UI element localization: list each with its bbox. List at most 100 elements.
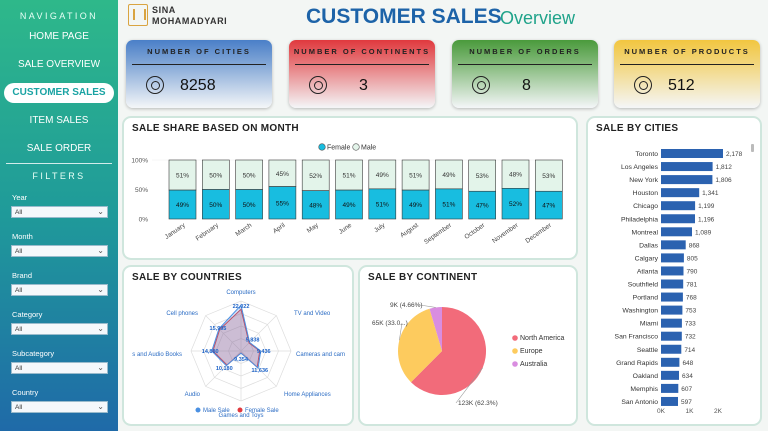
radar-axis-label: s and Audio Books: [132, 352, 182, 358]
kpi-card-2: NUMBER OF ORDERS 8: [452, 40, 598, 108]
legend-marker: [512, 335, 518, 341]
city-bar-toronto: [661, 149, 723, 158]
kpi-divider: [458, 64, 592, 65]
page-subtitle: Overview: [500, 8, 576, 28]
city-label: Grand Rapids: [616, 360, 659, 367]
filter-select-category[interactable]: All ⌄: [11, 323, 108, 335]
city-label: Chicago: [633, 203, 658, 210]
cities-chart: Toronto 2,178 Los Angeles 1,812 New York 1,80…: [615, 144, 754, 415]
globe-icon: [634, 76, 652, 94]
city-value-label: 768: [686, 295, 697, 302]
nav-item-item-sales[interactable]: ITEM SALES: [29, 115, 89, 126]
chevron-down-icon: ⌄: [97, 402, 104, 411]
bar-female-february: [202, 189, 230, 220]
city-value-label: 868: [689, 242, 700, 249]
radar-axis-label: Home Appliances: [284, 392, 331, 398]
filter-select-subcategory[interactable]: All ⌄: [11, 362, 108, 374]
data-label-male: 51%: [342, 173, 355, 180]
data-label-male: 53%: [476, 173, 489, 180]
cities-chart-panel: SALE BY CITIES Toronto 2,178 Los Angeles 1,…: [586, 116, 762, 426]
bar-male-june: [335, 159, 363, 191]
scrollbar-thumb[interactable]: [751, 144, 754, 152]
continent-chart-panel: SALE BY CONTINENT 123K (62.3%) 65K (33.0.…: [358, 265, 578, 426]
pie-slice-australia: [429, 306, 442, 351]
month-legend: Female Male: [318, 143, 376, 152]
legend-marker-male: [352, 143, 360, 151]
legend-label-male: Male: [361, 145, 376, 152]
legend-label-female: Female: [327, 145, 350, 152]
bar-female-april: [268, 186, 297, 220]
kpi-card-1: NUMBER OF CONTINENTS 3: [289, 40, 435, 108]
filter-select-country[interactable]: All ⌄: [11, 401, 108, 413]
legend-label: Female Sale: [245, 408, 279, 414]
data-label-male: 49%: [376, 172, 389, 179]
pie-data-label: 65K (33.0...): [372, 320, 408, 327]
chevron-down-icon: ⌄: [97, 207, 104, 216]
city-bar-philadelphia: [661, 214, 695, 224]
kpi-divider: [620, 64, 754, 65]
y-tick-label: 50%: [135, 187, 148, 194]
filter-select-year[interactable]: All ⌄: [11, 206, 108, 218]
logo-text-line2: MOHAMADYARI: [152, 16, 228, 26]
x-tick-label: March: [234, 222, 253, 238]
filter-value: All: [15, 365, 23, 372]
city-value-label: 1,199: [698, 203, 715, 210]
bar-male-december: [534, 159, 563, 192]
city-value-label: 790: [686, 268, 697, 275]
city-label: Atlanta: [637, 268, 658, 275]
kpi-label: NUMBER OF PRODUCTS: [624, 47, 750, 56]
kpi-label: NUMBER OF CONTINENTS: [293, 47, 431, 56]
city-label: Miami: [640, 321, 659, 328]
x-tick-label: February: [195, 221, 221, 242]
data-label-male: 51%: [409, 173, 422, 180]
city-label: Portland: [633, 295, 659, 302]
bar-male-february: [202, 159, 230, 190]
filter-select-month[interactable]: All ⌄: [11, 245, 108, 257]
radar-axis-label: Cell phones: [166, 311, 198, 317]
x-tick-label: 0K: [657, 408, 666, 415]
legend-marker-female: [318, 143, 326, 151]
city-bar-chicago: [661, 201, 696, 211]
city-label: Dallas: [639, 242, 658, 249]
city-label: Houston: [633, 190, 659, 197]
nav-item-sale-order[interactable]: SALE ORDER: [26, 143, 92, 154]
data-label-male: 48%: [509, 172, 522, 179]
kpi-divider: [132, 64, 266, 65]
pie-slice-europe: [398, 308, 442, 383]
radar-data-label: 9,354: [234, 357, 249, 363]
navigation-title: NAVIGATION: [19, 11, 99, 21]
globe-icon: [146, 76, 164, 94]
filter-value: All: [15, 404, 23, 411]
kpi-card-3: NUMBER OF PRODUCTS 512: [614, 40, 760, 108]
month-chart-panel: SALE SHARE BASED ON MONTH Female Male 0% 50…: [122, 116, 578, 260]
radar-series-male-sale: [211, 304, 262, 370]
data-label-male: 51%: [176, 173, 189, 180]
kpi-value: 3: [359, 77, 368, 94]
city-value-label: 1,806: [715, 177, 732, 184]
kpi-divider: [295, 64, 429, 65]
nav-item-sale-overview[interactable]: SALE OVERVIEW: [17, 59, 101, 70]
x-tick-label: November: [491, 221, 520, 244]
countries-chart-title: SALE BY COUNTRIES: [132, 272, 242, 283]
data-label-female: 51%: [376, 201, 389, 208]
city-value-label: 607: [681, 386, 692, 393]
countries-chart-panel: SALE BY COUNTRIES 22,022 5,838 9,436 11,636…: [122, 265, 354, 426]
chevron-down-icon: ⌄: [97, 246, 104, 255]
continent-chart-title: SALE BY CONTINENT: [368, 272, 478, 283]
city-label: Southfield: [628, 282, 658, 289]
city-value-label: 714: [684, 347, 695, 354]
kpi-card-0: NUMBER OF CITIES 8258: [126, 40, 272, 108]
bar-female-november: [501, 188, 530, 220]
month-chart: Female Male 0% 50% 100% 51% 49% January 50% 50% Fe…: [131, 143, 563, 246]
x-tick-label: July: [373, 221, 387, 234]
bar-male-may: [301, 159, 330, 191]
bar-female-may: [301, 190, 330, 220]
radar-data-label: 11,636: [252, 368, 269, 374]
nav-item-customer-sales[interactable]: CUSTOMER SALES: [4, 83, 114, 103]
data-label-female: 50%: [243, 202, 256, 209]
city-value-label: 1,089: [695, 229, 712, 236]
filter-select-brand[interactable]: All ⌄: [11, 284, 108, 296]
nav-item-home-page[interactable]: HOME PAGE: [29, 31, 89, 42]
x-tick-label: 2K: [714, 408, 723, 415]
